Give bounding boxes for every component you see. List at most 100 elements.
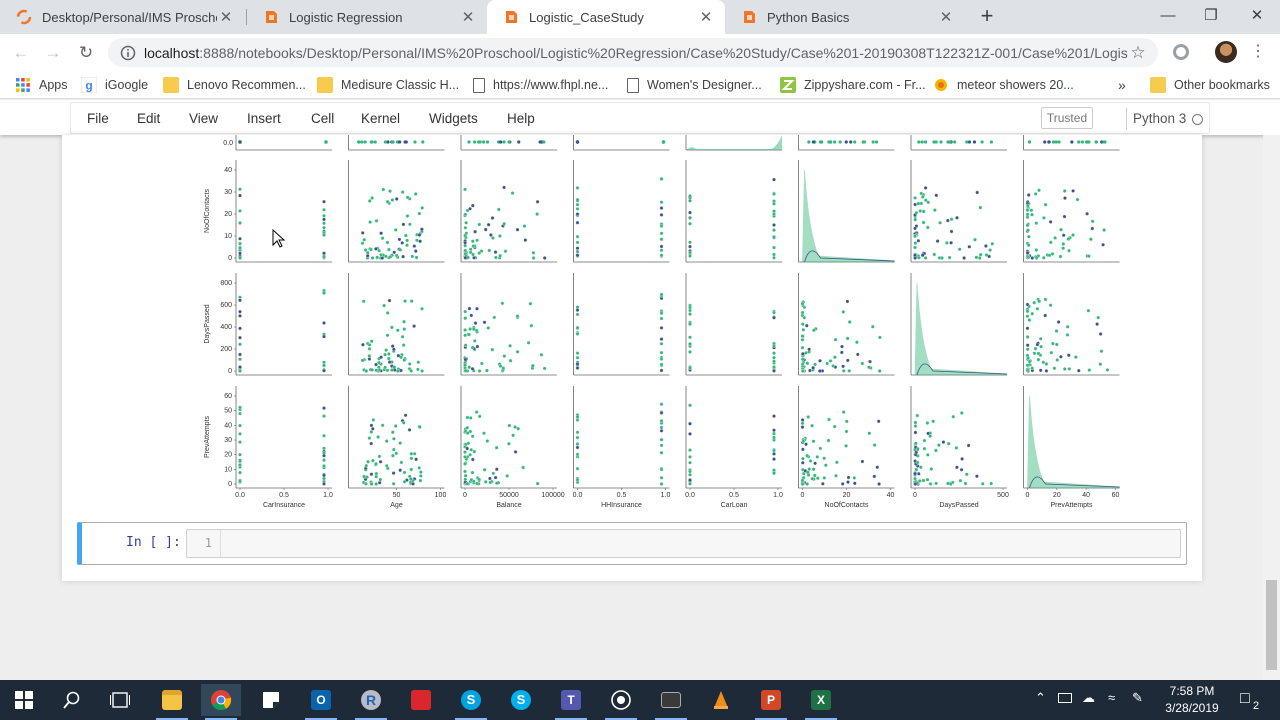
skype-business-button[interactable]: S (451, 684, 491, 720)
data-point (917, 140, 921, 144)
file-explorer-button[interactable] (152, 684, 192, 720)
data-point (463, 225, 468, 230)
data-point (513, 450, 518, 454)
window-close-button[interactable]: ✕ (1250, 7, 1264, 24)
reload-button[interactable]: ↻ (78, 43, 94, 62)
axis-label: PrevAttempts (1050, 502, 1093, 509)
kebab-menu-icon[interactable]: ⋮ (1250, 43, 1266, 60)
scrollbar-thumb[interactable] (1266, 580, 1277, 670)
start-button[interactable] (4, 684, 44, 716)
bookmark-apps[interactable]: Apps (15, 75, 68, 95)
minimize-button[interactable]: — (1160, 7, 1176, 24)
menu-view[interactable]: View (189, 111, 219, 126)
r-app-button[interactable]: R (351, 684, 391, 720)
onedrive-icon[interactable]: ☁ (1082, 690, 1095, 705)
battery-icon[interactable] (1058, 693, 1072, 703)
acrobat-button[interactable] (401, 684, 441, 716)
sticky-notes-icon (263, 692, 279, 708)
close-icon[interactable]: ✕ (939, 9, 953, 26)
notification-icon[interactable]: □ (1240, 690, 1250, 707)
menu-help[interactable]: Help (507, 111, 535, 126)
chrome-taskbar-button[interactable] (201, 684, 241, 720)
data-point (238, 369, 242, 373)
data-point (1051, 140, 1055, 144)
data-point (370, 196, 374, 200)
data-point (659, 200, 664, 205)
bookmark-medisure[interactable]: Medisure Classic H... (317, 75, 459, 95)
data-point (498, 234, 502, 238)
code-cell[interactable]: In [ ]: 1 (77, 522, 1187, 565)
extension-icon[interactable] (1173, 44, 1189, 60)
vlc-button[interactable] (701, 684, 741, 716)
pen-icon[interactable]: ✎ (1132, 690, 1143, 705)
data-point (933, 208, 937, 212)
search-button[interactable] (52, 684, 92, 716)
tab-0[interactable]: Desktop/Personal/IMS Proschool ✕ (0, 0, 245, 34)
menu-file[interactable]: File (87, 111, 109, 126)
data-point (369, 472, 374, 477)
bookmark-meteor[interactable]: meteor showers 20... (933, 75, 1074, 95)
notebook-icon (263, 9, 279, 25)
close-icon[interactable]: ✕ (219, 9, 233, 26)
info-icon[interactable] (120, 45, 136, 61)
menu-edit[interactable]: Edit (137, 111, 161, 126)
data-point (390, 430, 395, 435)
close-icon[interactable]: ✕ (699, 9, 713, 26)
sticky-app-button[interactable] (251, 684, 291, 716)
skype-button[interactable]: S (501, 684, 541, 716)
bookmark-fhpl[interactable]: https://www.fhpl.ne... (473, 75, 608, 95)
trusted-badge[interactable]: Trusted (1041, 107, 1093, 129)
address-bar[interactable]: localhost:8888/notebooks/Desktop/Persona… (108, 38, 1158, 67)
menu-cell[interactable]: Cell (311, 111, 335, 126)
back-button[interactable]: ← (12, 43, 30, 62)
new-tab-button[interactable]: + (980, 3, 994, 28)
restore-button[interactable]: ❐ (1204, 7, 1218, 24)
tab-title: Desktop/Personal/IMS Proschool (42, 9, 217, 25)
forward-button[interactable]: → (44, 43, 62, 62)
data-point (923, 198, 928, 203)
bookmark-igoogle[interactable]: g iGoogle (80, 75, 148, 95)
data-point (394, 253, 399, 258)
menu-kernel[interactable]: Kernel (361, 111, 401, 126)
data-point (917, 479, 922, 483)
bookmarks-overflow-button[interactable]: » (1118, 77, 1126, 93)
tab-1[interactable]: Logistic Regression ✕ (247, 0, 487, 34)
data-point (399, 460, 404, 465)
wifi-icon[interactable]: ≈ (1108, 690, 1116, 705)
data-point (1052, 366, 1057, 371)
data-point (502, 221, 507, 226)
other-bookmarks[interactable]: Other bookmarks (1150, 75, 1270, 95)
data-point (575, 325, 580, 330)
terminal-button[interactable] (651, 684, 691, 720)
data-point (1047, 140, 1051, 144)
bookmark-lenovo[interactable]: Lenovo Recommen... (163, 75, 306, 95)
tab-2[interactable]: Logistic_CaseStudy ✕ (487, 0, 725, 34)
media-button[interactable] (601, 684, 641, 720)
data-point (1034, 221, 1039, 226)
tray-chevron-icon[interactable]: ⌃ (1035, 690, 1046, 705)
data-point (468, 327, 472, 331)
profile-avatar[interactable] (1215, 41, 1237, 63)
bookmark-womens[interactable]: Women's Designer... (627, 75, 762, 95)
taskbar-clock[interactable]: 7:58 PM 3/28/2019 (1148, 683, 1236, 717)
menu-widgets[interactable]: Widgets (429, 111, 478, 126)
data-point (772, 234, 776, 239)
data-point (485, 368, 489, 373)
task-view-button[interactable] (100, 684, 140, 716)
data-point (322, 446, 326, 451)
code-editor[interactable]: 1 (186, 529, 1181, 558)
data-point (417, 425, 422, 429)
close-icon[interactable]: ✕ (461, 9, 475, 26)
bookmark-zippyshare[interactable]: Zippyshare.com - Fr... (780, 75, 926, 95)
powerpoint-button[interactable]: P (751, 684, 791, 720)
menu-insert[interactable]: Insert (247, 111, 281, 126)
teams-button[interactable]: T (551, 684, 591, 720)
data-point (949, 229, 954, 234)
tab-3[interactable]: Python Basics ✕ (725, 0, 965, 34)
bookmark-star-icon[interactable]: ☆ (1130, 42, 1146, 62)
outlook-button[interactable]: O (301, 684, 341, 720)
page-scrollbar[interactable] (1263, 135, 1280, 680)
data-point (575, 220, 580, 225)
excel-button[interactable]: X (801, 684, 841, 720)
data-point (367, 347, 372, 351)
